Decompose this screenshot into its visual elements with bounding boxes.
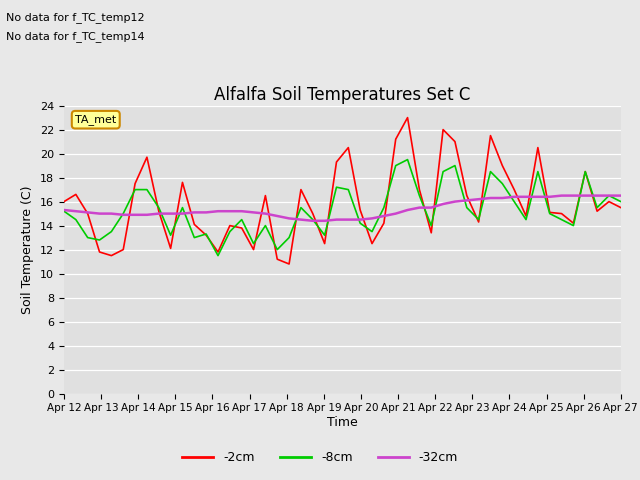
Text: TA_met: TA_met [75, 114, 116, 125]
Text: No data for f_TC_temp14: No data for f_TC_temp14 [6, 31, 145, 42]
Text: No data for f_TC_temp12: No data for f_TC_temp12 [6, 12, 145, 23]
X-axis label: Time: Time [327, 416, 358, 429]
Y-axis label: Soil Temperature (C): Soil Temperature (C) [22, 185, 35, 314]
Legend: -2cm, -8cm, -32cm: -2cm, -8cm, -32cm [177, 446, 463, 469]
Title: Alfalfa Soil Temperatures Set C: Alfalfa Soil Temperatures Set C [214, 86, 470, 104]
